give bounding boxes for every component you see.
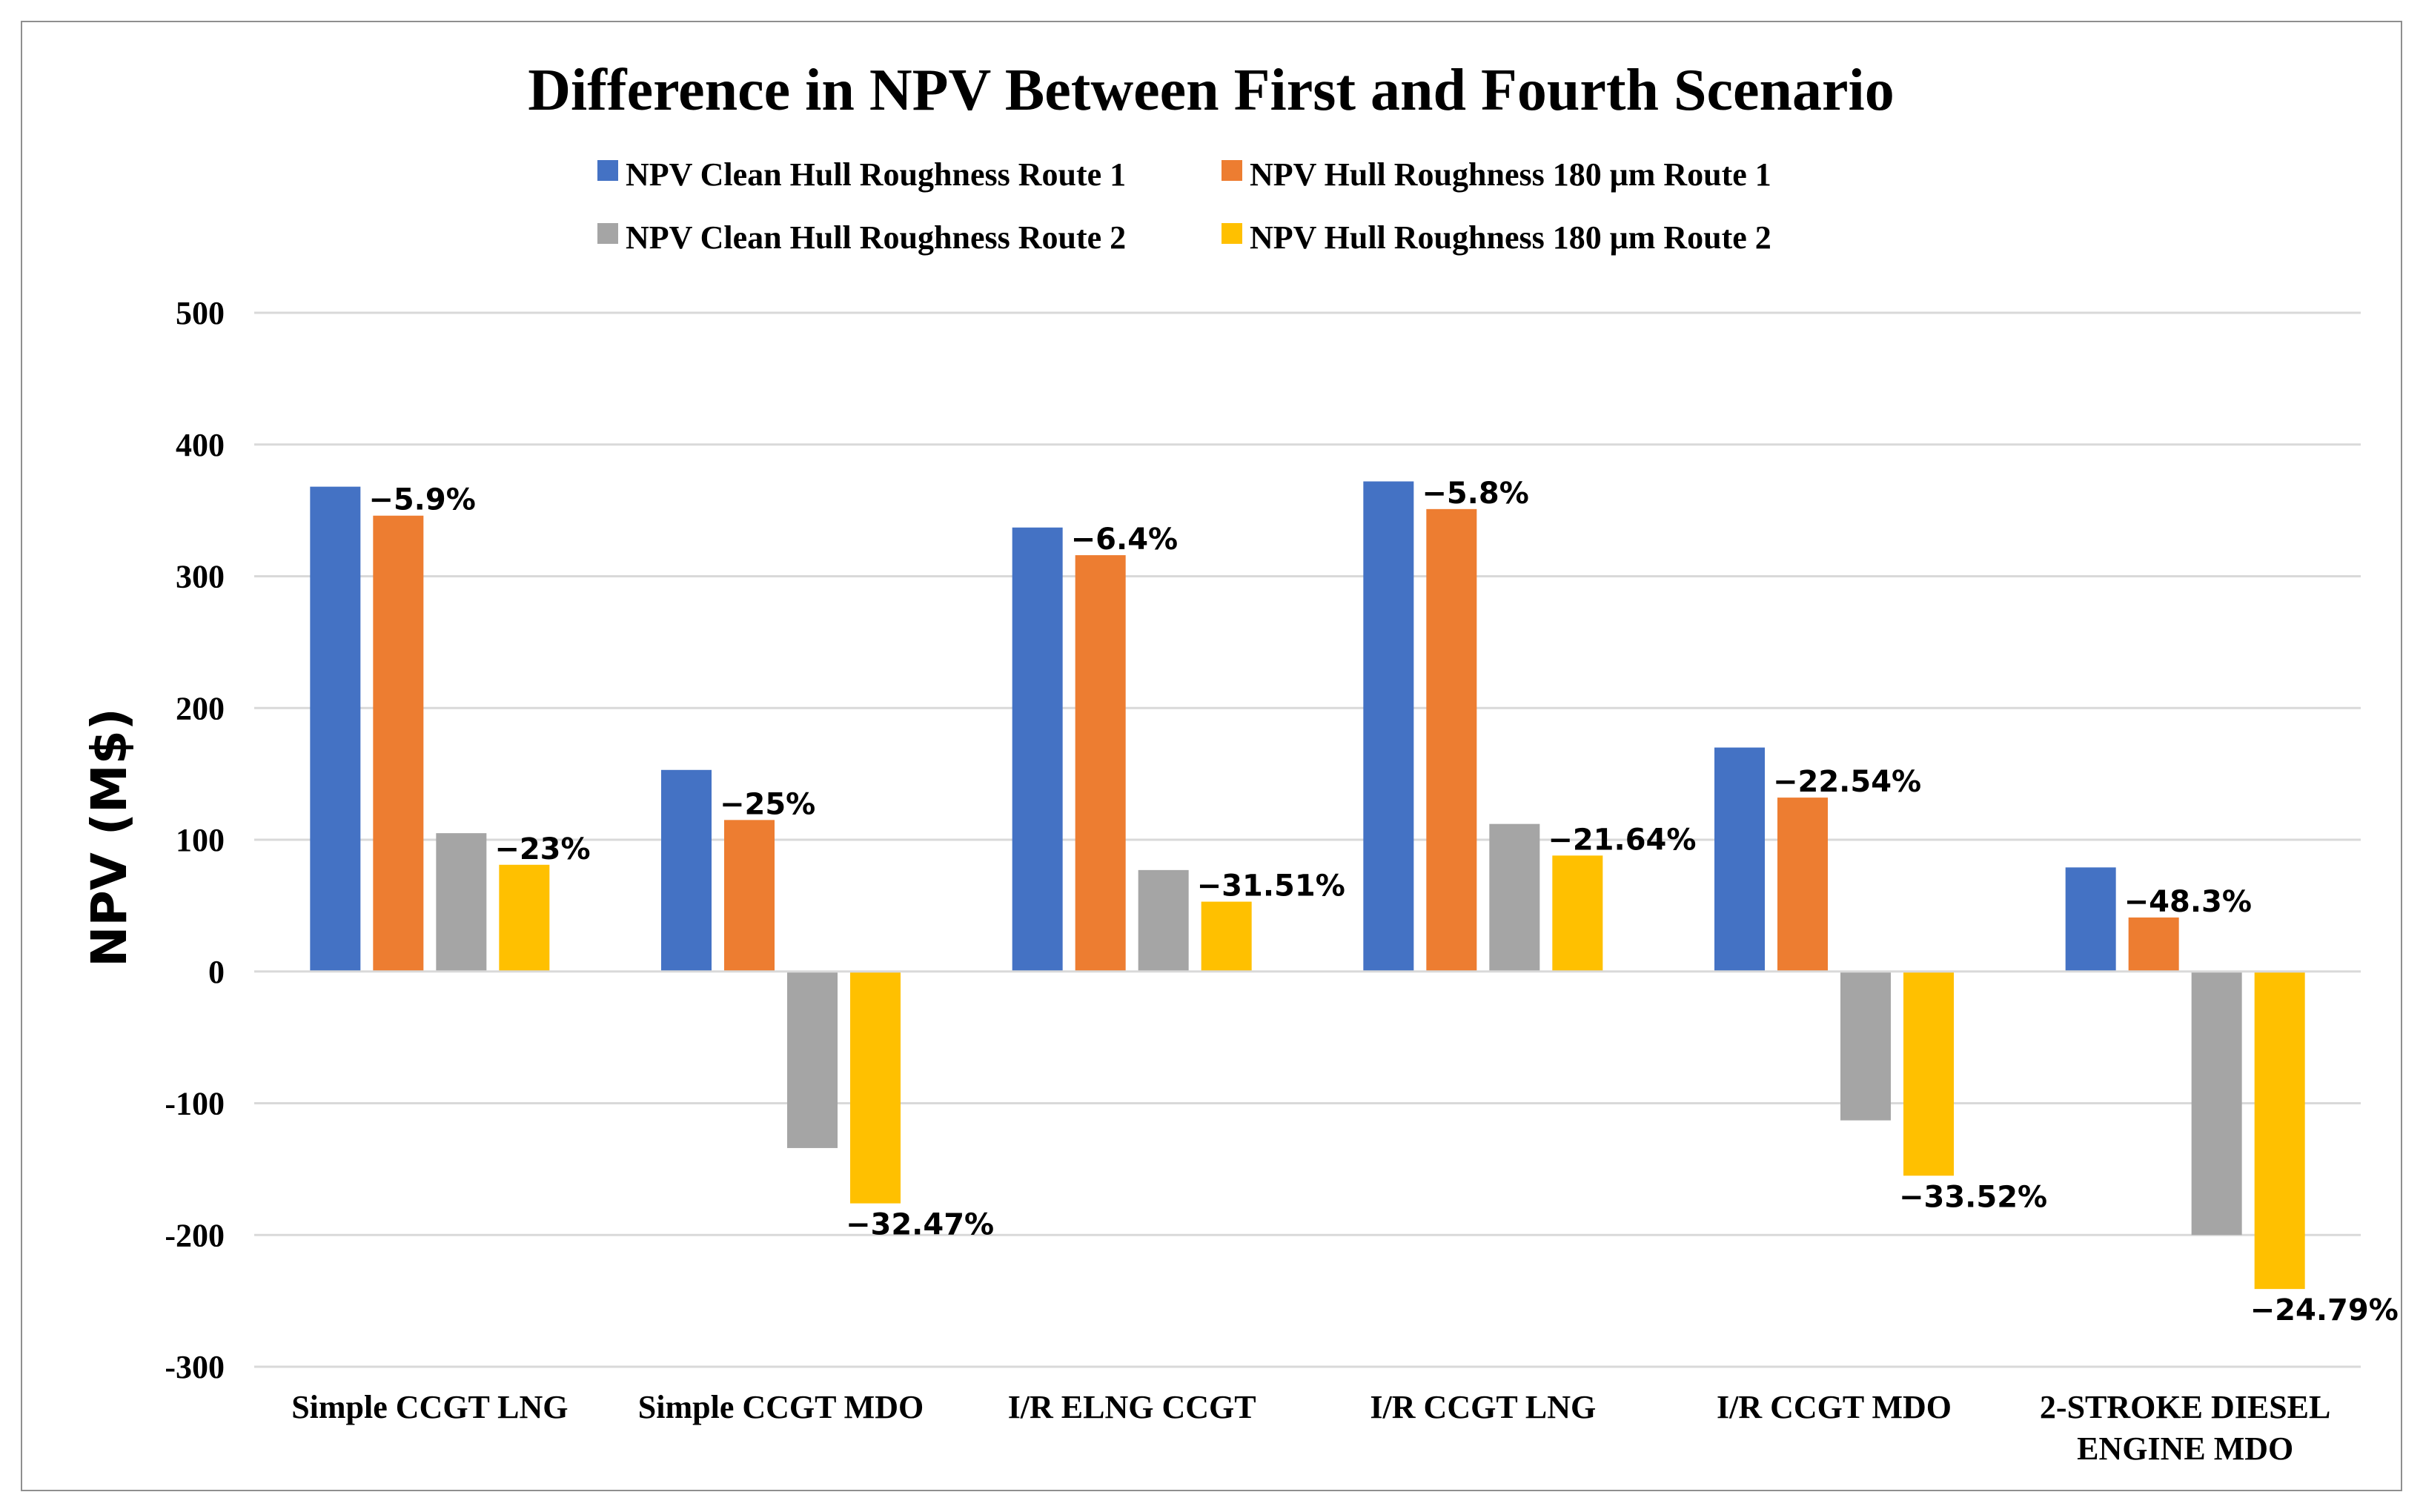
- data-label: −31.51%: [1197, 869, 1345, 903]
- y-axis-label: NPV (M$): [81, 708, 138, 967]
- bar: [787, 971, 838, 1148]
- x-tick-label: Simple CCGT LNG: [291, 1389, 568, 1425]
- data-label: −5.9%: [368, 483, 475, 517]
- legend: NPV Clean Hull Roughness Route 1 NPV Hull…: [597, 156, 1771, 256]
- legend-swatch: [1222, 223, 1242, 244]
- y-tick-label: 400: [176, 427, 225, 463]
- data-label: −32.47%: [846, 1208, 994, 1242]
- bars: [310, 481, 2305, 1290]
- bar: [1903, 971, 1954, 1176]
- bar: [499, 864, 550, 972]
- y-axis-ticks: 500 400 300 200 100 0 -100 -200 -300: [165, 295, 225, 1385]
- legend-swatch: [1222, 160, 1242, 181]
- bar: [373, 515, 424, 972]
- bar: [1840, 971, 1891, 1121]
- y-tick-label: 0: [208, 954, 225, 990]
- data-label: −23%: [494, 832, 590, 866]
- chart-title: Difference in NPV Between First and Four…: [528, 58, 1894, 123]
- y-tick-label: 500: [176, 295, 225, 331]
- x-tick-label: I/R ELNG CCGT: [1008, 1389, 1256, 1425]
- data-label: −6.4%: [1071, 523, 1178, 557]
- data-label: −48.3%: [2124, 885, 2252, 919]
- legend-label: NPV Hull Roughness 180 μm Route 2: [1250, 219, 1771, 256]
- legend-label: NPV Hull Roughness 180 μm Route 1: [1250, 156, 1771, 193]
- gridlines: [254, 311, 2361, 1368]
- bar: [1363, 481, 1414, 972]
- x-tick-label: ENGINE MDO: [2077, 1430, 2293, 1467]
- bar: [2128, 917, 2179, 972]
- data-label: −33.52%: [1899, 1180, 2047, 1214]
- y-tick-label: -300: [165, 1349, 225, 1385]
- bar: [1075, 555, 1126, 972]
- bar: [1201, 901, 1252, 972]
- bar: [1012, 527, 1063, 972]
- bar: [1714, 747, 1765, 972]
- y-tick-label: 200: [176, 690, 225, 726]
- y-tick-label: -100: [165, 1086, 225, 1122]
- legend-swatch: [597, 223, 618, 244]
- bar: [1489, 823, 1540, 972]
- y-tick-label: 300: [176, 559, 225, 595]
- bar: [436, 833, 487, 972]
- bar: [724, 820, 775, 972]
- x-tick-label: 2-STROKE DIESEL: [2040, 1389, 2330, 1425]
- data-label: −22.54%: [1773, 765, 1921, 799]
- x-axis-ticks: Simple CCGT LNG Simple CCGT MDO I/R ELNG C…: [291, 1389, 2330, 1467]
- data-label: −24.79%: [2250, 1293, 2399, 1327]
- bar: [2254, 971, 2305, 1290]
- x-tick-label: Simple CCGT MDO: [638, 1389, 924, 1425]
- legend-swatch: [597, 160, 618, 181]
- bar: [2065, 867, 2116, 972]
- data-label: −5.8%: [1422, 477, 1528, 511]
- x-tick-label: I/R CCGT LNG: [1370, 1389, 1596, 1425]
- bar: [310, 486, 361, 972]
- bar: [850, 971, 901, 1204]
- data-labels: −5.9% −23% −25% −32.47% −6.4% −31.51% −5.8% −21…: [368, 477, 2398, 1327]
- bar: [1552, 855, 1603, 972]
- legend-label: NPV Clean Hull Roughness Route 2: [626, 219, 1126, 256]
- bar: [1777, 798, 1828, 972]
- y-tick-label: 100: [176, 822, 225, 858]
- x-tick-label: I/R CCGT MDO: [1717, 1389, 1952, 1425]
- legend-label: NPV Clean Hull Roughness Route 1: [626, 156, 1126, 193]
- bar: [661, 769, 712, 972]
- bar: [2191, 971, 2242, 1236]
- y-tick-label: -200: [165, 1217, 225, 1253]
- bar: [1426, 508, 1477, 972]
- bar: [1138, 869, 1189, 972]
- data-label: −25%: [720, 787, 815, 821]
- data-label: −21.64%: [1548, 823, 1696, 857]
